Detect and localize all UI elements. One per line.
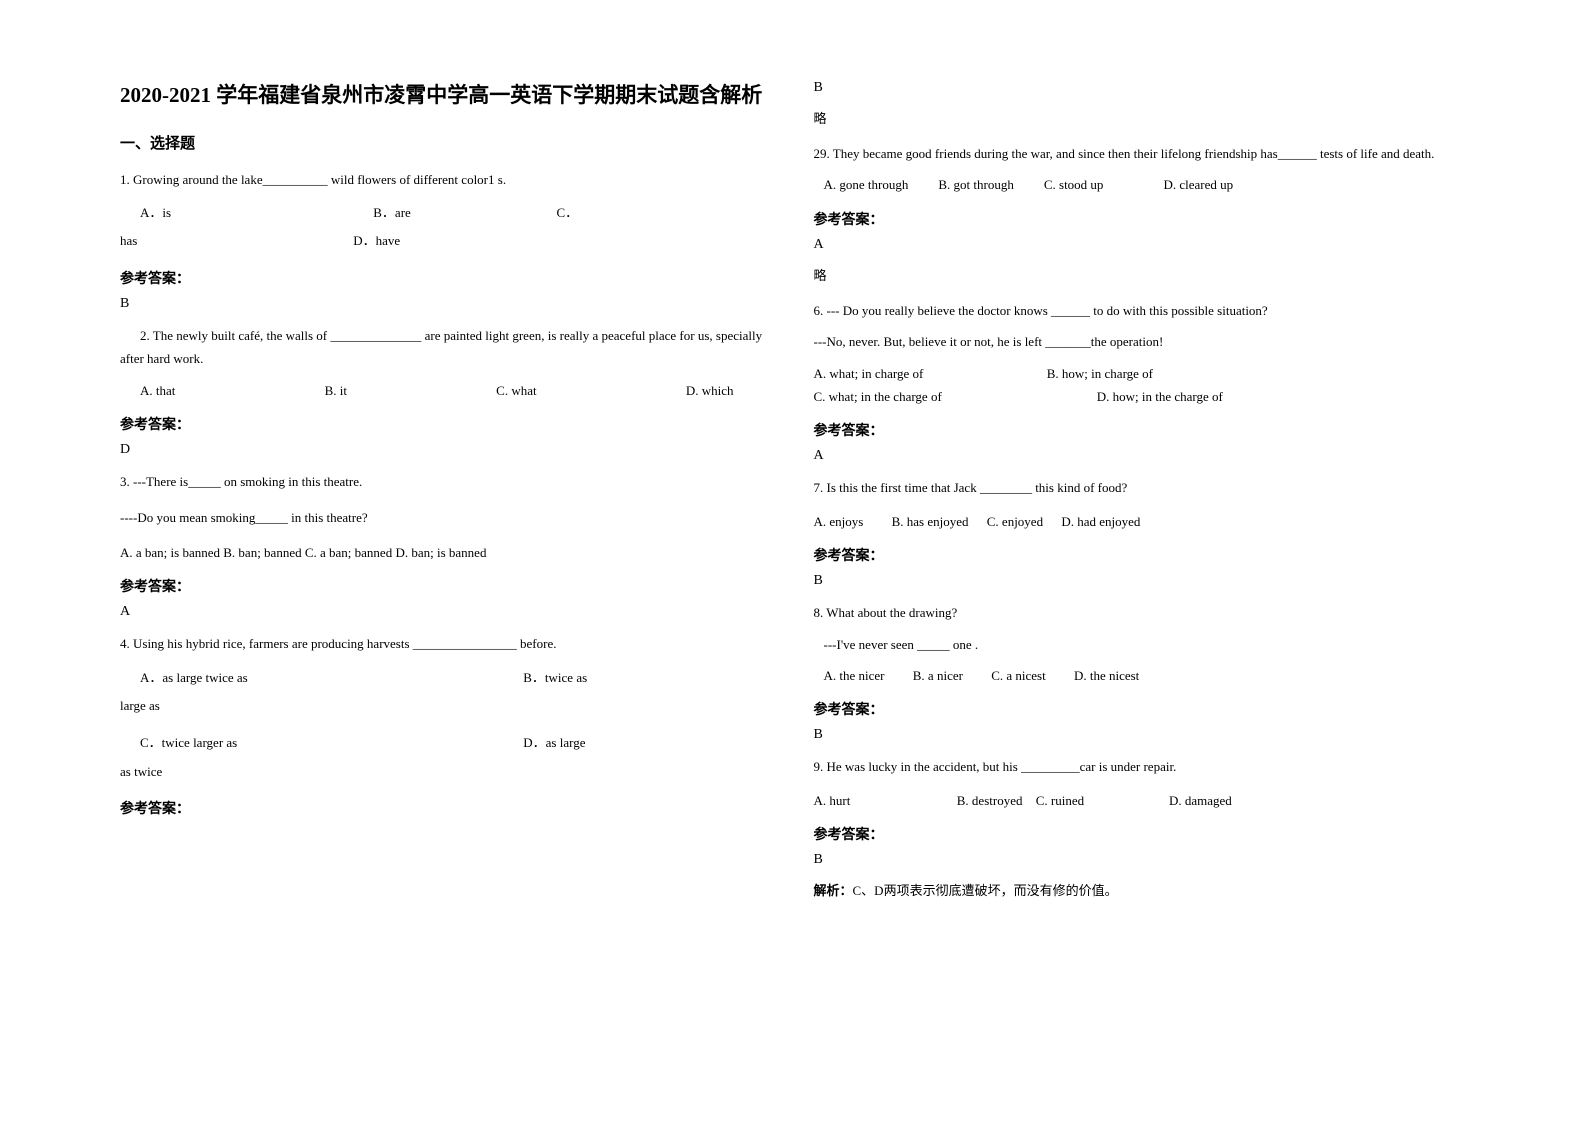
answer-label: 参考答案： <box>814 545 1468 565</box>
option-a: A. enjoys <box>814 514 864 529</box>
option-a: A．as large twice as <box>140 664 520 693</box>
explanation-label: 解析： <box>814 883 853 898</box>
question-options: A．is B．are C． has D．have <box>120 199 774 256</box>
omit-text: 略 <box>814 108 1468 127</box>
question-text: 7. Is this the first time that Jack ____… <box>814 476 1468 499</box>
question-options: A. the nicer B. a nicer C. a nicest D. t… <box>824 664 1468 687</box>
question-options: A. gone through B. got through C. stood … <box>824 173 1468 196</box>
answer-label: 参考答案： <box>814 699 1468 719</box>
question-text-1: 3. ---There is_____ on smoking in this t… <box>120 470 774 493</box>
option-d: D．have <box>353 227 400 256</box>
option-a: A. gone through <box>824 173 909 196</box>
question-6: 6. --- Do you really believe the doctor … <box>814 299 1468 409</box>
option-b-cont: large as <box>120 692 774 721</box>
question-1: 1. Growing around the lake__________ wil… <box>120 168 774 257</box>
question-29: 29. They became good friends during the … <box>814 142 1468 197</box>
answer-value: A <box>814 448 1468 464</box>
question-text-2: ----Do you mean smoking_____ in this the… <box>120 506 774 529</box>
answer-label: 参考答案： <box>120 576 774 596</box>
option-c: C. a nicest <box>991 668 1046 683</box>
option-c: C. enjoyed <box>987 514 1043 529</box>
answer-value: B <box>814 727 1468 743</box>
answer-label: 参考答案： <box>120 268 774 288</box>
question-text-2: ---I've never seen _____ one . <box>824 633 1468 656</box>
question-text-1: 8. What about the drawing? <box>814 601 1468 624</box>
question-text-2: ---No, never. But, believe it or not, he… <box>814 330 1468 353</box>
question-text: 2. The newly built café, the walls of __… <box>120 324 774 371</box>
option-a: A. the nicer <box>824 668 885 683</box>
question-options: A. enjoys B. has enjoyed C. enjoyed D. h… <box>814 510 1468 533</box>
answer-value: B <box>120 296 774 312</box>
answer-value-q4: B <box>814 80 1468 96</box>
question-9: 9. He was lucky in the accident, but his… <box>814 755 1468 812</box>
question-7: 7. Is this the first time that Jack ____… <box>814 476 1468 533</box>
option-b: B. got through <box>938 173 1013 196</box>
option-d: D．as large <box>523 729 585 758</box>
answer-value: B <box>814 573 1468 589</box>
option-b: B．are <box>373 199 553 228</box>
option-b: B. how; in charge of <box>1047 366 1153 381</box>
document-title: 2020-2021 学年福建省泉州市凌霄中学高一英语下学期期末试题含解析 <box>120 80 774 112</box>
question-8: 8. What about the drawing? ---I've never… <box>814 601 1468 687</box>
question-text: 4. Using his hybrid rice, farmers are pr… <box>120 632 774 655</box>
question-3: 3. ---There is_____ on smoking in this t… <box>120 470 774 564</box>
option-c: C． <box>557 199 579 228</box>
answer-value: A <box>814 237 1468 253</box>
option-d: D. damaged <box>1169 793 1232 808</box>
answer-value: B <box>814 852 1468 868</box>
option-c-cont: has <box>120 227 350 256</box>
answer-label: 参考答案： <box>120 414 774 434</box>
answer-label: 参考答案： <box>814 824 1468 844</box>
answer-label: 参考答案： <box>814 209 1468 229</box>
option-c: C. ruined <box>1036 789 1166 812</box>
option-b: B．twice as <box>523 664 587 693</box>
option-c: C. what; in the charge of <box>814 385 1094 408</box>
option-a: A. hurt <box>814 789 954 812</box>
answer-label: 参考答案： <box>120 798 774 818</box>
option-b: B. a nicer <box>913 668 963 683</box>
question-2: 2. The newly built café, the walls of __… <box>120 324 774 402</box>
question-options: A. a ban; is banned B. ban; banned C. a … <box>120 541 774 564</box>
left-column: 2020-2021 学年福建省泉州市凌霄中学高一英语下学期期末试题含解析 一、选… <box>100 80 794 1082</box>
question-4: 4. Using his hybrid rice, farmers are pr… <box>120 632 774 786</box>
question-text: 9. He was lucky in the accident, but his… <box>814 755 1468 778</box>
question-options: A. what; in charge of B. how; in charge … <box>814 362 1468 409</box>
option-d: D. the nicest <box>1074 668 1139 683</box>
option-a: A．is <box>140 199 370 228</box>
answer-value: A <box>120 604 774 620</box>
right-column: B 略 29. They became good friends during … <box>794 80 1488 1082</box>
option-b: B. it <box>325 379 347 402</box>
question-text-1: 6. --- Do you really believe the doctor … <box>814 299 1468 322</box>
explanation-text: C、D两项表示彻底遭破坏，而没有修的价值。 <box>853 883 1118 898</box>
explanation: 解析：C、D两项表示彻底遭破坏，而没有修的价值。 <box>814 880 1468 899</box>
option-c: C．twice larger as <box>140 729 520 758</box>
question-text: 29. They became good friends during the … <box>814 142 1468 165</box>
option-b: B. has enjoyed <box>892 514 969 529</box>
question-text: 1. Growing around the lake__________ wil… <box>120 168 774 191</box>
option-d-cont: as twice <box>120 758 774 787</box>
answer-value: D <box>120 442 774 458</box>
answer-label: 参考答案： <box>814 420 1468 440</box>
option-a: A. that <box>140 379 175 402</box>
option-d: D. how; in the charge of <box>1097 389 1223 404</box>
omit-text: 略 <box>814 265 1468 284</box>
option-d: D. cleared up <box>1163 173 1233 196</box>
option-c: C. what <box>496 379 536 402</box>
option-d: D. had enjoyed <box>1061 514 1140 529</box>
section-heading: 一、选择题 <box>120 132 774 153</box>
option-c: C. stood up <box>1044 173 1104 196</box>
question-options: A. hurt B. destroyed C. ruined D. damage… <box>814 789 1468 812</box>
option-d: D. which <box>686 379 734 402</box>
option-b: B. destroyed <box>957 793 1023 808</box>
question-options: A．as large twice as B．twice as large as … <box>120 664 774 786</box>
question-options: A. that B. it C. what D. which <box>140 379 774 402</box>
option-a: A. what; in charge of <box>814 362 1044 385</box>
